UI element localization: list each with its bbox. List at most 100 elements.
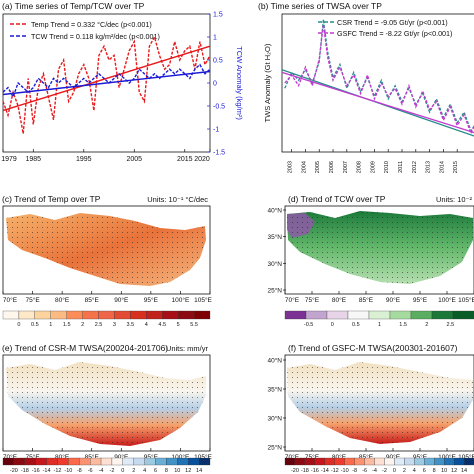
panel-e-x-ticks: 70°E 75°E 80°E 85°E 90°E 95°E 100°E 105°E bbox=[2, 448, 213, 461]
colorbar-swatch bbox=[133, 457, 145, 466]
colorbar-tick-label: 1.5 bbox=[63, 322, 71, 328]
colorbar-swatch bbox=[364, 457, 375, 466]
y-tick-label: 25°N bbox=[267, 444, 282, 452]
colorbar-tick-label: -4 bbox=[99, 468, 104, 474]
x-tick-label: 95°E bbox=[413, 296, 428, 304]
panel-f-y-ticks: 40°N 35°N 30°N 25°N bbox=[267, 357, 286, 452]
panel-f-gsfc-twsa-trend-map: (f) Trend of GSFC-M TWSA(200301-201607) … bbox=[267, 343, 474, 474]
x-tick-label: 75°E bbox=[305, 453, 320, 461]
colorbar-swatch bbox=[130, 310, 147, 320]
x-tick-label: 105°E bbox=[194, 296, 212, 304]
x-tick-label: 2003 bbox=[288, 161, 294, 173]
x-tick-label: 2013 bbox=[426, 161, 432, 173]
x-tick-label: 2015 bbox=[453, 161, 459, 173]
colorbar-swatch bbox=[100, 457, 113, 466]
x-tick-label: 70°E bbox=[285, 296, 300, 304]
panel-c-temp-trend-map: (c) Trend of Temp over TP Units: 10⁻¹ °C… bbox=[2, 194, 213, 328]
colorbar-swatch bbox=[294, 457, 306, 466]
colorbar-tick-label: -18 bbox=[21, 468, 29, 474]
colorbar-tick-label: 0 bbox=[393, 468, 396, 474]
panel-a-legend: Temp Trend = 0.332 °C/dec (p<0.001) TCW … bbox=[10, 20, 160, 41]
right-tick-label: -1 bbox=[213, 127, 219, 134]
colorbar-swatch bbox=[50, 310, 67, 320]
x-tick-label: 95°E bbox=[144, 453, 159, 461]
colorbar-swatch bbox=[13, 457, 25, 466]
x-tick-label: 95°E bbox=[413, 453, 428, 461]
colorbar-tick-label: 3.5 bbox=[127, 322, 135, 328]
x-tick-label: 105°E bbox=[458, 296, 474, 304]
panel-c-colorbar: 0 0.5 1 1.5 2 2.5 3 3.5 4 4.5 5 5.5 bbox=[2, 310, 211, 328]
panel-d-tcw-trend-map: (d) Trend of TCW over TP Units: 10⁻² 70°… bbox=[267, 194, 474, 328]
colorbar-swatch bbox=[114, 310, 131, 320]
colorbar-tick-label: 2 bbox=[403, 468, 406, 474]
y-tick-label: 30°N bbox=[267, 415, 282, 423]
colorbar-tick-label: -18 bbox=[301, 468, 309, 474]
x-tick-label: 2014 bbox=[439, 161, 445, 173]
colorbar-swatch bbox=[144, 457, 156, 466]
colorbar-swatch bbox=[98, 310, 115, 320]
colorbar-tick-label: 0.5 bbox=[31, 322, 39, 328]
colorbar-swatch bbox=[188, 457, 200, 466]
colorbar-tick-label: 10 bbox=[174, 468, 180, 474]
colorbar-swatch bbox=[374, 457, 385, 466]
x-tick-label: 105°E bbox=[458, 453, 474, 461]
colorbar-swatch bbox=[434, 457, 445, 466]
colorbar-swatch bbox=[82, 310, 99, 320]
colorbar-tick-label: 6 bbox=[154, 468, 157, 474]
colorbar-tick-label: 5.5 bbox=[190, 322, 198, 328]
x-tick-label: 100°E bbox=[172, 296, 190, 304]
panel-d-y-ticks: 40°N 35°N 30°N 25°N bbox=[267, 207, 286, 295]
colorbar-tick-label: -8 bbox=[352, 468, 357, 474]
colorbar-swatch bbox=[394, 457, 405, 466]
panel-b-frame bbox=[281, 13, 474, 153]
colorbar-tick-label: 0 bbox=[331, 322, 334, 328]
colorbar-tick-label: 4 bbox=[145, 322, 148, 328]
colorbar-swatch bbox=[463, 457, 474, 466]
colorbar-tick-label: -8 bbox=[77, 468, 82, 474]
colorbar-swatch bbox=[177, 457, 189, 466]
colorbar-tick-label: 14 bbox=[196, 468, 202, 474]
colorbar-tick-label: -6 bbox=[88, 468, 93, 474]
colorbar-tick-label: -20 bbox=[10, 468, 18, 474]
colorbar-swatch bbox=[414, 457, 425, 466]
right-tick-label: 1.5 bbox=[213, 12, 223, 19]
colorbar-tick-label: 2 bbox=[425, 322, 428, 328]
panel-e-csr-twsa-trend-map: (e) Trend of CSR-M TWSA(200204-201706) U… bbox=[2, 343, 213, 474]
colorbar-swatch bbox=[431, 310, 454, 320]
right-tick-label: 0 bbox=[213, 81, 217, 88]
panel-d-colorbar: -0.5 0 0.5 1 1.5 2 2.5 bbox=[284, 310, 474, 328]
panel-a-temp-tcw-timeseries: (a) Time series of Temp/TCW over TP Temp… bbox=[1, 1, 244, 163]
x-tick-label: 80°E bbox=[55, 296, 70, 304]
y-tick-label: 40°N bbox=[267, 357, 282, 365]
colorbar-swatch bbox=[46, 457, 58, 466]
panel-b-series bbox=[281, 19, 474, 137]
panel-f-colorbar: -20 -18 -16 -14 -12 -10 -8 -6 -4 -2 0 2 4 6 8 10 12 14 bbox=[284, 457, 474, 474]
panel-d-frame bbox=[284, 205, 474, 295]
panel-b-ylabel: TWS Anomaly (Gt H₂O) bbox=[263, 43, 272, 122]
colorbar-tick-label: 3 bbox=[113, 322, 116, 328]
legend-entry-temp: Temp Trend = 0.332 °C/dec (p<0.001) bbox=[31, 20, 152, 29]
series-line-csr bbox=[284, 19, 474, 133]
colorbar-swatch bbox=[384, 457, 395, 466]
x-tick-label: 90°E bbox=[114, 453, 129, 461]
colorbar-tick-label: -10 bbox=[341, 468, 349, 474]
colorbar-tick-label: 5 bbox=[177, 322, 180, 328]
panel-c-units: Units: 10⁻¹ °C/dec bbox=[147, 195, 208, 204]
colorbar-tick-label: 12 bbox=[185, 468, 191, 474]
panel-c-significance-dots bbox=[6, 213, 206, 286]
trend-line-gsfc bbox=[281, 71, 474, 134]
panel-a-series bbox=[2, 35, 211, 134]
panel-d-x-ticks: 70°E 75°E 80°E 85°E 90°E 95°E 100°E 105°E bbox=[284, 291, 474, 304]
panel-d-units: Units: 10⁻² bbox=[436, 195, 473, 204]
x-tick-label: 85°E bbox=[359, 296, 374, 304]
colorbar-tick-label: 2 bbox=[81, 322, 84, 328]
colorbar-swatch bbox=[178, 310, 195, 320]
x-tick-label: 2012 bbox=[412, 161, 418, 173]
colorbar-swatch bbox=[66, 310, 83, 320]
legend-entry-gsfc: GSFC Trend = -8.22 Gt/yr (p<0.001) bbox=[337, 29, 452, 38]
x-tick-label: 2009 bbox=[370, 161, 376, 173]
right-tick-label: 0.5 bbox=[213, 58, 223, 65]
panel-e-frame bbox=[2, 354, 211, 452]
panel-f-significance-dots bbox=[287, 362, 473, 444]
